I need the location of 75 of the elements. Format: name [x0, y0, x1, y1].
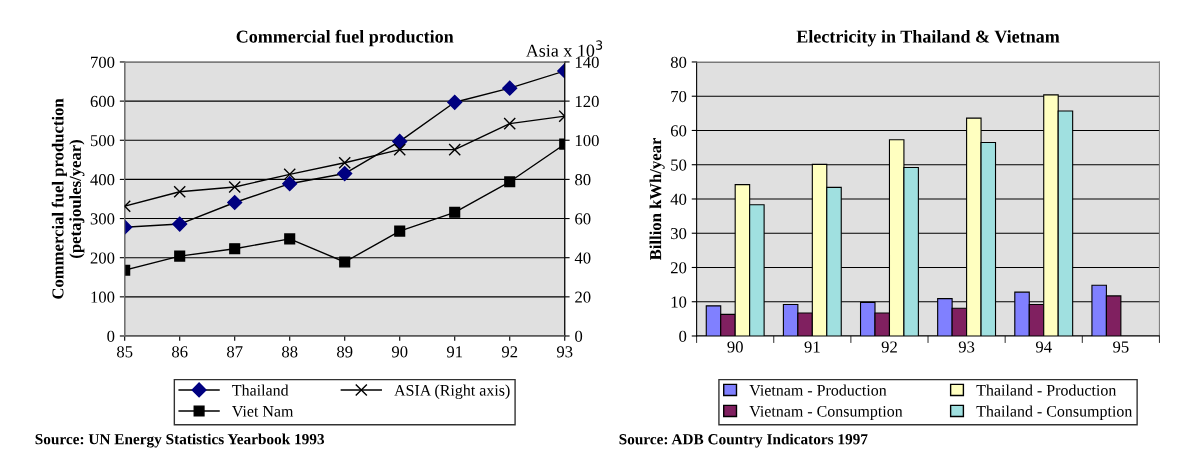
y2-tick-label: 100	[575, 134, 599, 147]
y-tick-label: 200	[90, 252, 115, 264]
y2-tick-label: 60	[575, 213, 591, 225]
point	[392, 133, 408, 150]
y-tick-label: 500	[90, 134, 115, 147]
x-tick-label: 93	[958, 341, 975, 353]
y-tick-label: 60	[670, 125, 687, 137]
x-tick-label: 95	[1113, 341, 1129, 353]
point	[504, 176, 516, 188]
x-tick-label: 89	[337, 346, 353, 358]
chart-title: Electricity in Thailand & Vietnam	[796, 29, 1060, 47]
legend-label: Thailand - Consumption	[976, 405, 1133, 420]
x-tick-label: 88	[282, 346, 298, 358]
x-tick-label: 85	[117, 346, 133, 358]
y2-tick-label: 20	[575, 291, 591, 303]
y-tick-label: 20	[670, 262, 687, 274]
legend-label: Thailand - Production	[976, 384, 1117, 396]
y-tick-label: 40	[670, 193, 687, 205]
point	[503, 117, 516, 130]
legend-label: Thailand	[232, 384, 289, 396]
chart-title: Commercial fuel production	[236, 29, 454, 47]
x-tick-label: 91	[446, 346, 463, 358]
y-tick-label: 700	[91, 56, 115, 68]
y-tick-label: 0	[107, 330, 115, 342]
point	[338, 156, 351, 170]
legend-label: ASIA (Right axis)	[394, 384, 510, 400]
y-tick-label: 300	[90, 213, 115, 225]
point	[227, 194, 243, 211]
x-tick-label: 94	[1035, 341, 1052, 353]
source-note: Source: UN Energy Statistics Yearbook 1993	[35, 433, 325, 448]
y-tick-label: 30	[671, 227, 687, 240]
point	[449, 206, 461, 218]
point	[394, 225, 406, 237]
x-tick-label: 92	[501, 346, 518, 358]
x-tick-label: 93	[556, 346, 573, 358]
y-tick-label: 70	[671, 90, 687, 103]
y-tick-label: 100	[91, 291, 115, 303]
x-tick-label: 87	[227, 346, 243, 358]
point	[447, 94, 463, 110]
point	[228, 180, 241, 194]
point	[172, 216, 188, 232]
point	[337, 165, 353, 182]
y-axis-title: Billion kWh/year	[649, 137, 665, 261]
y2-axis-title: Asia x 10$^{3}$	[525, 40, 603, 57]
legend-label: Viet Nam	[232, 405, 294, 417]
point	[284, 233, 296, 245]
point	[173, 185, 186, 198]
y-tick-label: 10	[671, 296, 687, 308]
point	[282, 176, 298, 192]
y-tick-label: 0	[679, 330, 687, 342]
y-tick-label: 80	[670, 56, 687, 68]
point	[229, 243, 241, 255]
y2-tick-label: 40	[574, 252, 591, 264]
point	[339, 256, 351, 268]
x-tick-label: 86	[172, 346, 188, 358]
source-note: Source: ADB Country Indicators 1997	[619, 433, 868, 448]
y2-tick-label: 0	[575, 330, 583, 342]
x-tick-label: 90	[391, 346, 408, 358]
y-tick-label: 400	[90, 174, 115, 186]
point	[174, 250, 186, 262]
point	[393, 143, 406, 156]
point	[283, 168, 296, 181]
x-tick-label: 92	[881, 341, 897, 353]
x-tick-label: 90	[727, 341, 743, 353]
y-tick-label: 50	[671, 159, 687, 171]
legend-label: Vietnam - Consumption	[749, 405, 903, 420]
point	[448, 143, 461, 156]
x-tick-label: 91	[804, 341, 820, 353]
y-tick-label: 600	[90, 95, 115, 108]
point	[502, 80, 518, 96]
y2-tick-label: 80	[575, 174, 591, 186]
y2-tick-label: 120	[575, 95, 599, 108]
y-axis-title: Commercial fuel production (petajoules/year)	[51, 98, 85, 299]
legend-label: Vietnam - Production	[749, 384, 887, 396]
y2-tick-label: 140	[575, 56, 599, 68]
